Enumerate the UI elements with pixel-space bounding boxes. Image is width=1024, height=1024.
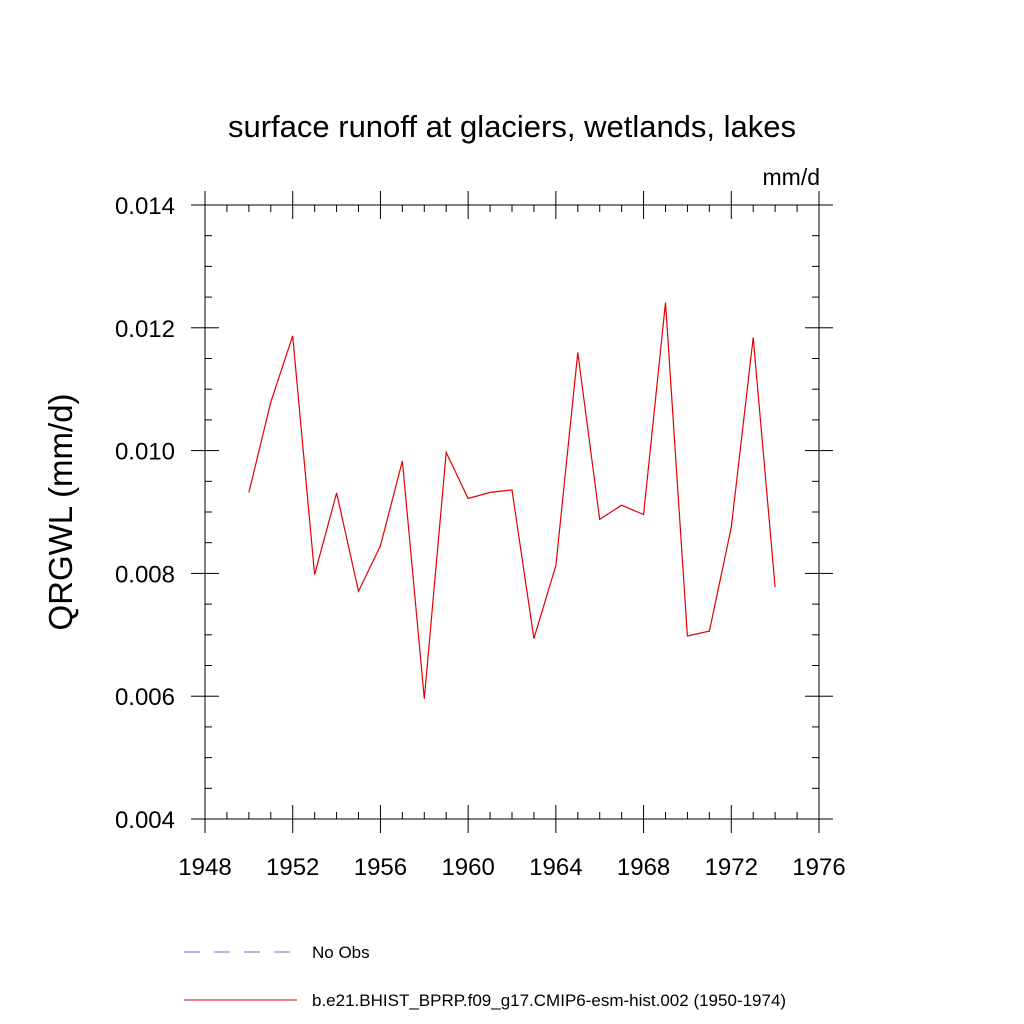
- axis-ticks: [191, 191, 833, 833]
- x-tick-label: 1976: [792, 854, 845, 881]
- x-tick-label: 1956: [354, 854, 407, 881]
- units-label: mm/d: [763, 164, 821, 190]
- x-tick-label: 1964: [529, 854, 582, 881]
- plot-frame: [204, 204, 820, 820]
- x-tick-label: 1972: [705, 854, 758, 881]
- x-tick-label: 1968: [617, 854, 670, 881]
- y-tick-label: 0.006: [115, 684, 175, 711]
- x-tick-label: 1952: [266, 854, 319, 881]
- x-tick-label: 1948: [178, 854, 231, 881]
- y-tick-label: 0.004: [115, 807, 175, 834]
- chart-title: surface runoff at glaciers, wetlands, la…: [228, 109, 796, 144]
- series-layer: [248, 302, 776, 699]
- legend-label: No Obs: [312, 943, 370, 962]
- axis-tick-labels: 1948 1952 1956 1960 1964 1968 1972 1976 0.004 0.0…: [115, 193, 846, 881]
- y-tick-label: 0.008: [115, 561, 175, 588]
- y-axis-label: QRGWL (mm/d): [42, 393, 79, 630]
- y-tick-label: 0.010: [115, 439, 175, 466]
- legend-label: b.e21.BHIST_BPRP.f09_g17.CMIP6-esm-hist.…: [312, 991, 786, 1010]
- legend: No Obs b.e21.BHIST_BPRP.f09_g17.CMIP6-esm…: [184, 943, 786, 1010]
- y-tick-label: 0.014: [115, 193, 175, 220]
- series-line: [248, 302, 776, 699]
- y-tick-label: 0.012: [115, 316, 175, 343]
- x-tick-label: 1960: [441, 854, 494, 881]
